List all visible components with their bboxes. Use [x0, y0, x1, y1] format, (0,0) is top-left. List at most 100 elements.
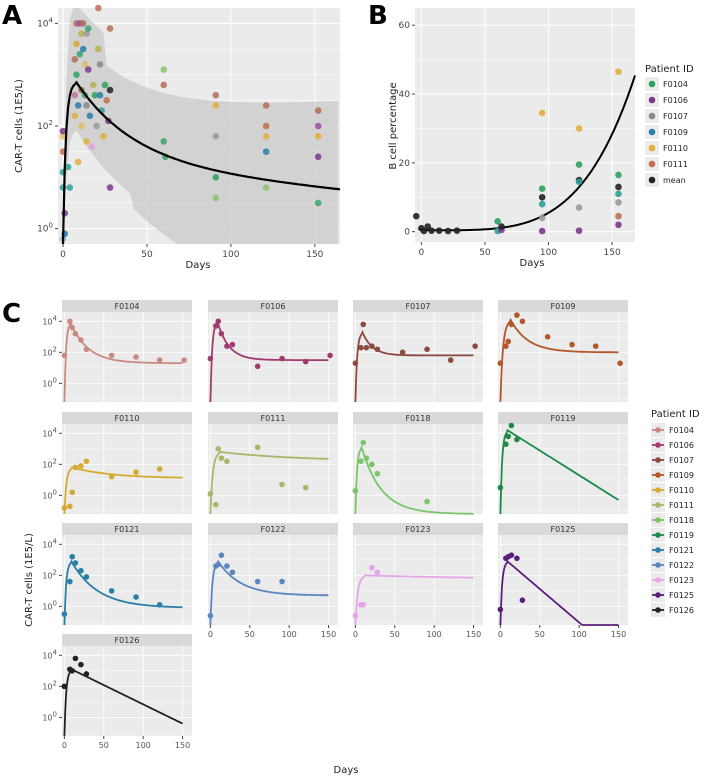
facet-f0110: F0110 100 102 104: [42, 412, 192, 515]
panel-c-legend-label: F0110: [669, 486, 694, 495]
facet-x-tick-label: 100: [572, 630, 587, 639]
panel-c-legend-swatch: [655, 472, 661, 478]
facet-fit-curve: [209, 450, 329, 515]
facet-background: [62, 312, 192, 402]
panel-a-data-point: [91, 91, 99, 99]
panel-b-y-tick-label: 20: [399, 159, 411, 169]
panel-a: 0 50 100 150 100 102 104 Days CAR-T cells (1E5…: [14, 4, 341, 271]
facet-data-point: [156, 357, 163, 363]
facet-strip: [62, 523, 192, 535]
panel-b-legend-label: mean: [663, 176, 686, 185]
facet-data-point: [215, 318, 222, 325]
panel-b-legend-label: F0109: [663, 128, 688, 137]
panel-b-data-point: [575, 161, 583, 168]
panel-b-data-point: [538, 109, 546, 117]
panel-a-data-point: [160, 81, 168, 89]
facet-data-point: [254, 578, 261, 585]
panel-a-data-point: [81, 61, 89, 68]
panel-c-legend-label: F0118: [669, 516, 694, 525]
facet-strip-label: F0123: [406, 525, 431, 534]
facet-data-point: [67, 578, 73, 585]
panel-c-legend-label: F0123: [669, 576, 694, 585]
panel-c-y-axis-title: CAR-T cells (1E5/L): [24, 533, 35, 627]
panel-a-data-point: [160, 138, 168, 145]
facet-y-tick-label: 100: [42, 710, 57, 722]
facet-y-tick-label: 104: [42, 648, 57, 660]
facet-strip: [498, 300, 628, 312]
facet-data-point: [78, 463, 84, 469]
facet-data-point: [497, 606, 504, 613]
facet-y-tick-label: 100: [42, 599, 57, 611]
facet-x-tick-label: 0: [353, 630, 358, 639]
facet-x-tick-label: 50: [535, 630, 545, 639]
facet-f0111: F0111: [207, 412, 338, 515]
panel-b-data-point: [538, 200, 546, 208]
panel-a-data-point: [314, 153, 322, 161]
panel-c-legend-swatch: [655, 487, 661, 493]
facet-strip: [62, 634, 192, 646]
facet-data-point: [229, 569, 236, 576]
panel-a-data-point: [314, 132, 322, 140]
panel-a-data-point: [76, 50, 84, 58]
panel-b-legend-label: F0106: [663, 96, 688, 105]
facet-data-point: [213, 501, 219, 508]
panel-b-legend-label: F0107: [663, 112, 688, 121]
panel-a-data-point: [106, 86, 114, 94]
panel-a-data-point: [262, 148, 270, 155]
facet-data-point: [369, 461, 375, 468]
panel-a-data-point: [106, 184, 114, 191]
facet-data-point: [497, 484, 504, 491]
facet-data-point: [352, 487, 359, 494]
panel-a-data-point: [59, 127, 67, 135]
facet-data-point: [279, 481, 285, 488]
facet-data-point: [213, 323, 219, 329]
panel-c-legend-label: F0107: [669, 456, 694, 465]
facet-data-point: [61, 504, 68, 511]
facet-strip-label: F0107: [406, 302, 431, 311]
panel-c-legend-swatch: [655, 502, 661, 508]
panel-b-data-point: [428, 227, 435, 234]
panel-a-data-point: [66, 184, 74, 191]
facet-data-point: [207, 355, 214, 362]
facet-x-tick-label: 50: [390, 630, 400, 639]
panel-c-legend-swatch: [655, 592, 661, 598]
facet-data-point: [72, 464, 79, 471]
panel-b-legend-swatch: [648, 160, 656, 168]
facet-data-point: [358, 458, 364, 465]
facet-data-point: [83, 346, 90, 353]
facet-strip-label: F0111: [261, 414, 286, 423]
facet-background: [62, 535, 192, 625]
panel-b-data-point: [435, 227, 443, 234]
facet-strip: [62, 412, 192, 424]
panel-a-data-point: [314, 122, 322, 130]
facet-data-point: [505, 338, 512, 345]
facet-data-point: [69, 553, 76, 560]
panel-a-data-point: [103, 97, 110, 104]
facet-f0107: F0107: [352, 300, 483, 403]
panel-a-data-point: [96, 61, 104, 68]
facet-fit-curve: [499, 428, 620, 515]
panel-b-data-point: [498, 223, 505, 230]
facet-data-point: [358, 344, 364, 351]
panel-a-data-point: [262, 102, 270, 109]
facet-strip-label: F0126: [115, 636, 140, 645]
facet-x-tick-label: 100: [427, 630, 442, 639]
facet-f0121: F0121 100 102 104: [42, 523, 192, 626]
facet-f0126: F0126 100 102 104 0 50 100 150: [42, 634, 192, 750]
facet-data-point: [133, 594, 139, 600]
panel-c-letter: C: [2, 299, 21, 329]
panel-a-data-point: [73, 40, 80, 48]
facet-data-point: [569, 341, 575, 348]
facet-y-tick-label: 104: [42, 537, 57, 549]
panel-a-data-point: [71, 56, 79, 63]
facet-data-point: [181, 357, 187, 363]
panel-a-data-point: [74, 102, 82, 109]
panel-b-data-point: [412, 212, 420, 220]
panel-b-data-point: [538, 193, 546, 201]
facet-data-point: [374, 569, 381, 576]
panel-a-data-point: [262, 122, 270, 130]
facet-data-point: [363, 455, 370, 461]
facet-f0119: F0119: [497, 412, 628, 515]
panel-a-data-point: [212, 132, 220, 140]
